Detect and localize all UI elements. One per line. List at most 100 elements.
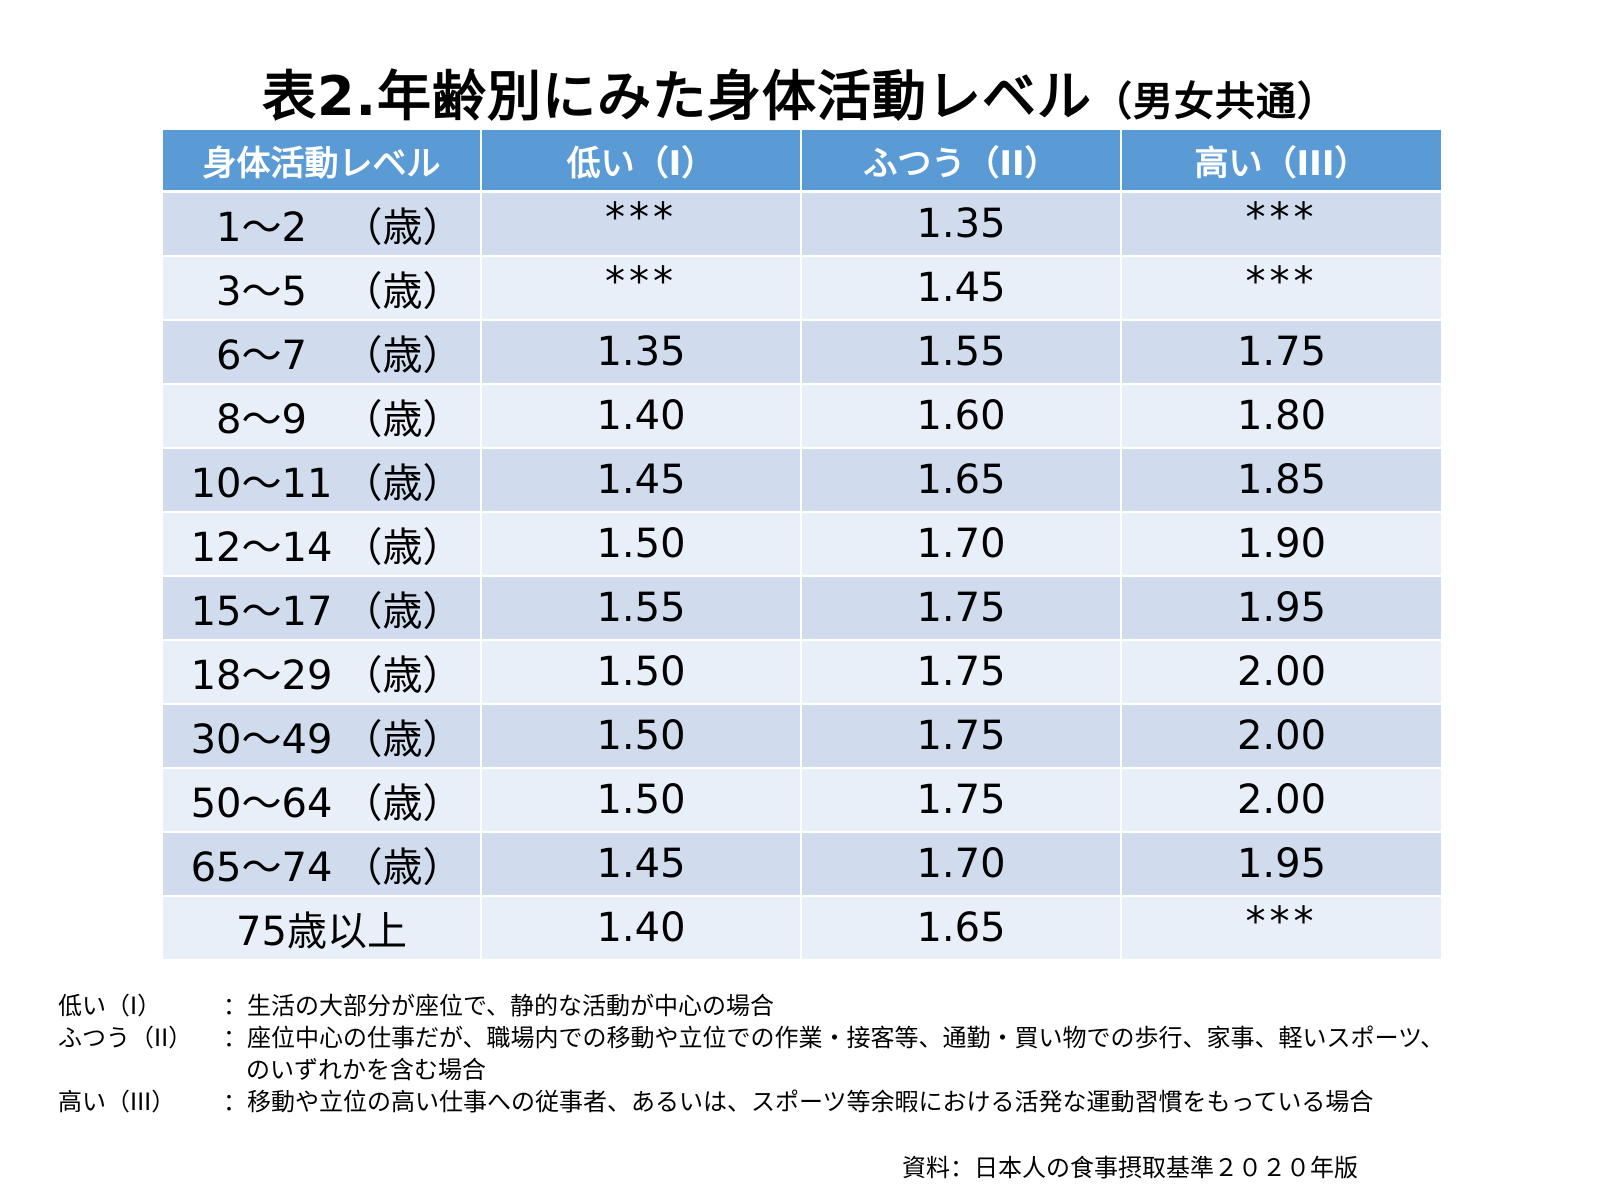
value-low-text: 1.45 (596, 841, 686, 887)
value-normal-text: 1.60 (916, 393, 1006, 439)
age-range: 3～5 (216, 269, 307, 315)
table-row: 30～49 （歳） 1.50 1.75 2.00 (163, 704, 1441, 769)
value-high: 1.75 (1121, 320, 1441, 385)
value-high-text: 1.95 (1236, 585, 1327, 631)
value-normal: 1.75 (801, 576, 1122, 641)
value-normal-text: 1.55 (916, 329, 1006, 375)
age-unit: （歳） (342, 269, 463, 315)
table-row: 65～74 （歳） 1.45 1.70 1.95 (163, 832, 1441, 897)
title-sub: （男女共通） (1092, 79, 1339, 125)
value-low-text: 1.50 (596, 521, 686, 567)
age-cell: 18～29 （歳） (163, 640, 482, 705)
value-low: 1.50 (481, 768, 802, 833)
value-low: 1.45 (481, 832, 802, 897)
value-low: 1.45 (481, 448, 802, 513)
value-normal: 1.55 (801, 320, 1122, 385)
note-label: 高い（III） (58, 1088, 176, 1116)
age-unit: （歳） (342, 205, 463, 251)
age-range: 30～49 (190, 717, 333, 763)
age-cell: 30～49 （歳） (163, 704, 482, 769)
value-normal: 1.45 (801, 256, 1122, 321)
value-high: 2.00 (1121, 768, 1441, 833)
table-row: 6～7 （歳） 1.35 1.55 1.75 (163, 320, 1441, 385)
value-normal: 1.70 (801, 832, 1122, 897)
value-low-text: *** (605, 195, 677, 241)
age-range: 10～11 (190, 461, 333, 507)
age-unit: （歳） (342, 781, 463, 827)
value-high: 1.95 (1121, 576, 1441, 641)
value-low: 1.40 (481, 384, 802, 449)
table-row: 8～9 （歳） 1.40 1.60 1.80 (163, 384, 1441, 449)
age-unit: （歳） (342, 845, 463, 891)
age-unit: （歳） (342, 653, 463, 699)
header-activity-level: 身体活動レベル (163, 130, 482, 193)
value-high-text: 1.80 (1236, 393, 1327, 439)
age-cell: 12～14 （歳） (163, 512, 482, 577)
value-high-text: *** (1245, 195, 1318, 241)
value-low: *** (481, 256, 802, 321)
value-low: *** (481, 191, 802, 257)
value-low-text: 1.50 (596, 777, 686, 823)
age-range: 1～2 (216, 205, 307, 251)
age-range: 50～64 (190, 781, 333, 827)
age-cell: 6～7 （歳） (163, 320, 482, 385)
age-cell: 3～5 （歳） (163, 256, 482, 321)
value-high: 1.80 (1121, 384, 1441, 449)
value-high-text: 1.75 (1236, 329, 1327, 375)
notes: 低い（I） ：生活の大部分が座位で、静的な活動が中心の場合 ふつう（II） ：座… (58, 990, 1543, 1118)
value-high: *** (1121, 256, 1441, 321)
value-high-text: 2.00 (1236, 777, 1327, 823)
value-high: 2.00 (1121, 704, 1441, 769)
table-row: 1～2 （歳） *** 1.35 *** (163, 191, 1441, 257)
source-note: 資料：日本人の食事摂取基準２０２０年版 (902, 1154, 1358, 1182)
value-normal-text: 1.75 (916, 777, 1006, 823)
value-normal-text: 1.75 (916, 649, 1006, 695)
age-range: 6～7 (216, 333, 307, 379)
value-normal-text: 1.65 (916, 457, 1006, 503)
value-normal: 1.65 (801, 448, 1122, 513)
value-low: 1.40 (481, 896, 802, 961)
value-high-text: *** (1245, 259, 1318, 305)
value-high-text: 2.00 (1236, 649, 1327, 695)
value-low: 1.55 (481, 576, 802, 641)
value-high-text: 1.85 (1236, 457, 1327, 503)
value-normal: 1.70 (801, 512, 1122, 577)
value-normal-text: 1.75 (916, 585, 1006, 631)
note-high: 高い（III） ：移動や立位の高い仕事への従事者、あるいは、スポーツ等余暇におけ… (58, 1086, 1543, 1118)
age-range: 18～29 (190, 653, 333, 699)
value-normal-text: 1.35 (916, 201, 1006, 247)
age-cell: 75歳以上 (163, 896, 482, 961)
table-row: 50～64 （歳） 1.50 1.75 2.00 (163, 768, 1441, 833)
value-low: 1.50 (481, 640, 802, 705)
value-normal: 1.75 (801, 704, 1122, 769)
value-normal: 1.65 (801, 896, 1122, 961)
value-high-text: 2.00 (1236, 713, 1327, 759)
value-high: 2.00 (1121, 640, 1441, 705)
note-label: ふつう（II） (58, 1024, 193, 1052)
age-range: 12～14 (190, 525, 333, 571)
header-high: 高い（III） (1121, 130, 1441, 193)
table-row: 75歳以上 1.40 1.65 *** (163, 896, 1441, 961)
value-low: 1.50 (481, 704, 802, 769)
note-text: ：座位中心の仕事だが、職場内での移動や立位での作業・接客等、通勤・買い物での歩行… (223, 1024, 1445, 1052)
age-cell: 15～17 （歳） (163, 576, 482, 641)
value-high: 1.85 (1121, 448, 1441, 513)
age-range: 8～9 (216, 397, 307, 443)
value-normal-text: 1.75 (916, 713, 1006, 759)
value-low: 1.35 (481, 320, 802, 385)
title-main: 表2.年齢別にみた身体活動レベル (261, 65, 1093, 128)
age-range: 15～17 (190, 589, 333, 635)
header-normal: ふつう（II） (801, 130, 1122, 193)
age-unit: （歳） (342, 525, 463, 571)
value-high: *** (1121, 896, 1441, 961)
value-high: 1.90 (1121, 512, 1441, 577)
table-header-row: 身体活動レベル 低い（I） ふつう（II） 高い（III） (163, 130, 1441, 193)
value-normal-text: 1.65 (916, 905, 1006, 951)
age-unit: （歳） (342, 397, 463, 443)
note-text: ：移動や立位の高い仕事への従事者、あるいは、スポーツ等余暇における活発な運動習慣… (223, 1088, 1374, 1116)
value-normal-text: 1.45 (916, 265, 1006, 311)
age-cell: 50～64 （歳） (163, 768, 482, 833)
table-row: 3～5 （歳） *** 1.45 *** (163, 256, 1441, 321)
note-normal: ふつう（II） ：座位中心の仕事だが、職場内での移動や立位での作業・接客等、通勤… (58, 1022, 1543, 1054)
age-cell: 8～9 （歳） (163, 384, 482, 449)
